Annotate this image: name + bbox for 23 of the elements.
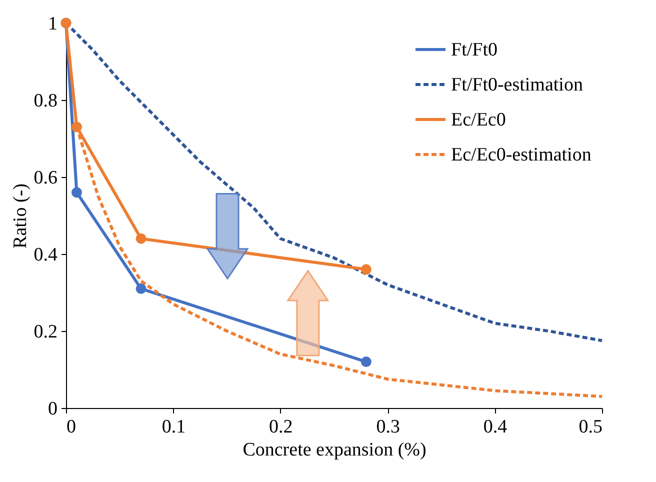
y-tick-label: 0.2 <box>34 322 58 342</box>
x-tick-label: 0.2 <box>269 416 293 438</box>
point <box>360 264 372 275</box>
x-tick-label: 0.3 <box>376 416 400 438</box>
y-tick-label: 0.6 <box>34 168 58 188</box>
legend-label: Ft/Ft0-estimation <box>451 74 584 96</box>
x-axis-title: Concrete expansion (%) <box>242 440 426 460</box>
x-tick-label: 0.1 <box>162 416 186 438</box>
point <box>136 283 146 294</box>
legend-label: Ec/Ec0 <box>451 110 506 130</box>
y-tick-label: 1 <box>48 14 58 34</box>
point <box>71 187 82 198</box>
point <box>360 356 372 368</box>
legend-label: Ft/Ft0 <box>451 40 498 60</box>
x-tick-label: 0.4 <box>483 416 508 438</box>
y-axis-title: Ratio (-) <box>10 184 31 248</box>
y-tick-label: 0.4 <box>34 244 58 266</box>
x-tick-label: 0.5 <box>578 416 602 438</box>
y-tick-label: 0 <box>48 398 58 420</box>
x-tick-label: 0 <box>66 416 76 438</box>
point <box>136 233 146 244</box>
legend-label: Ec/Ec0-estimation <box>451 144 592 166</box>
y-tick-label: 0.8 <box>34 90 58 112</box>
